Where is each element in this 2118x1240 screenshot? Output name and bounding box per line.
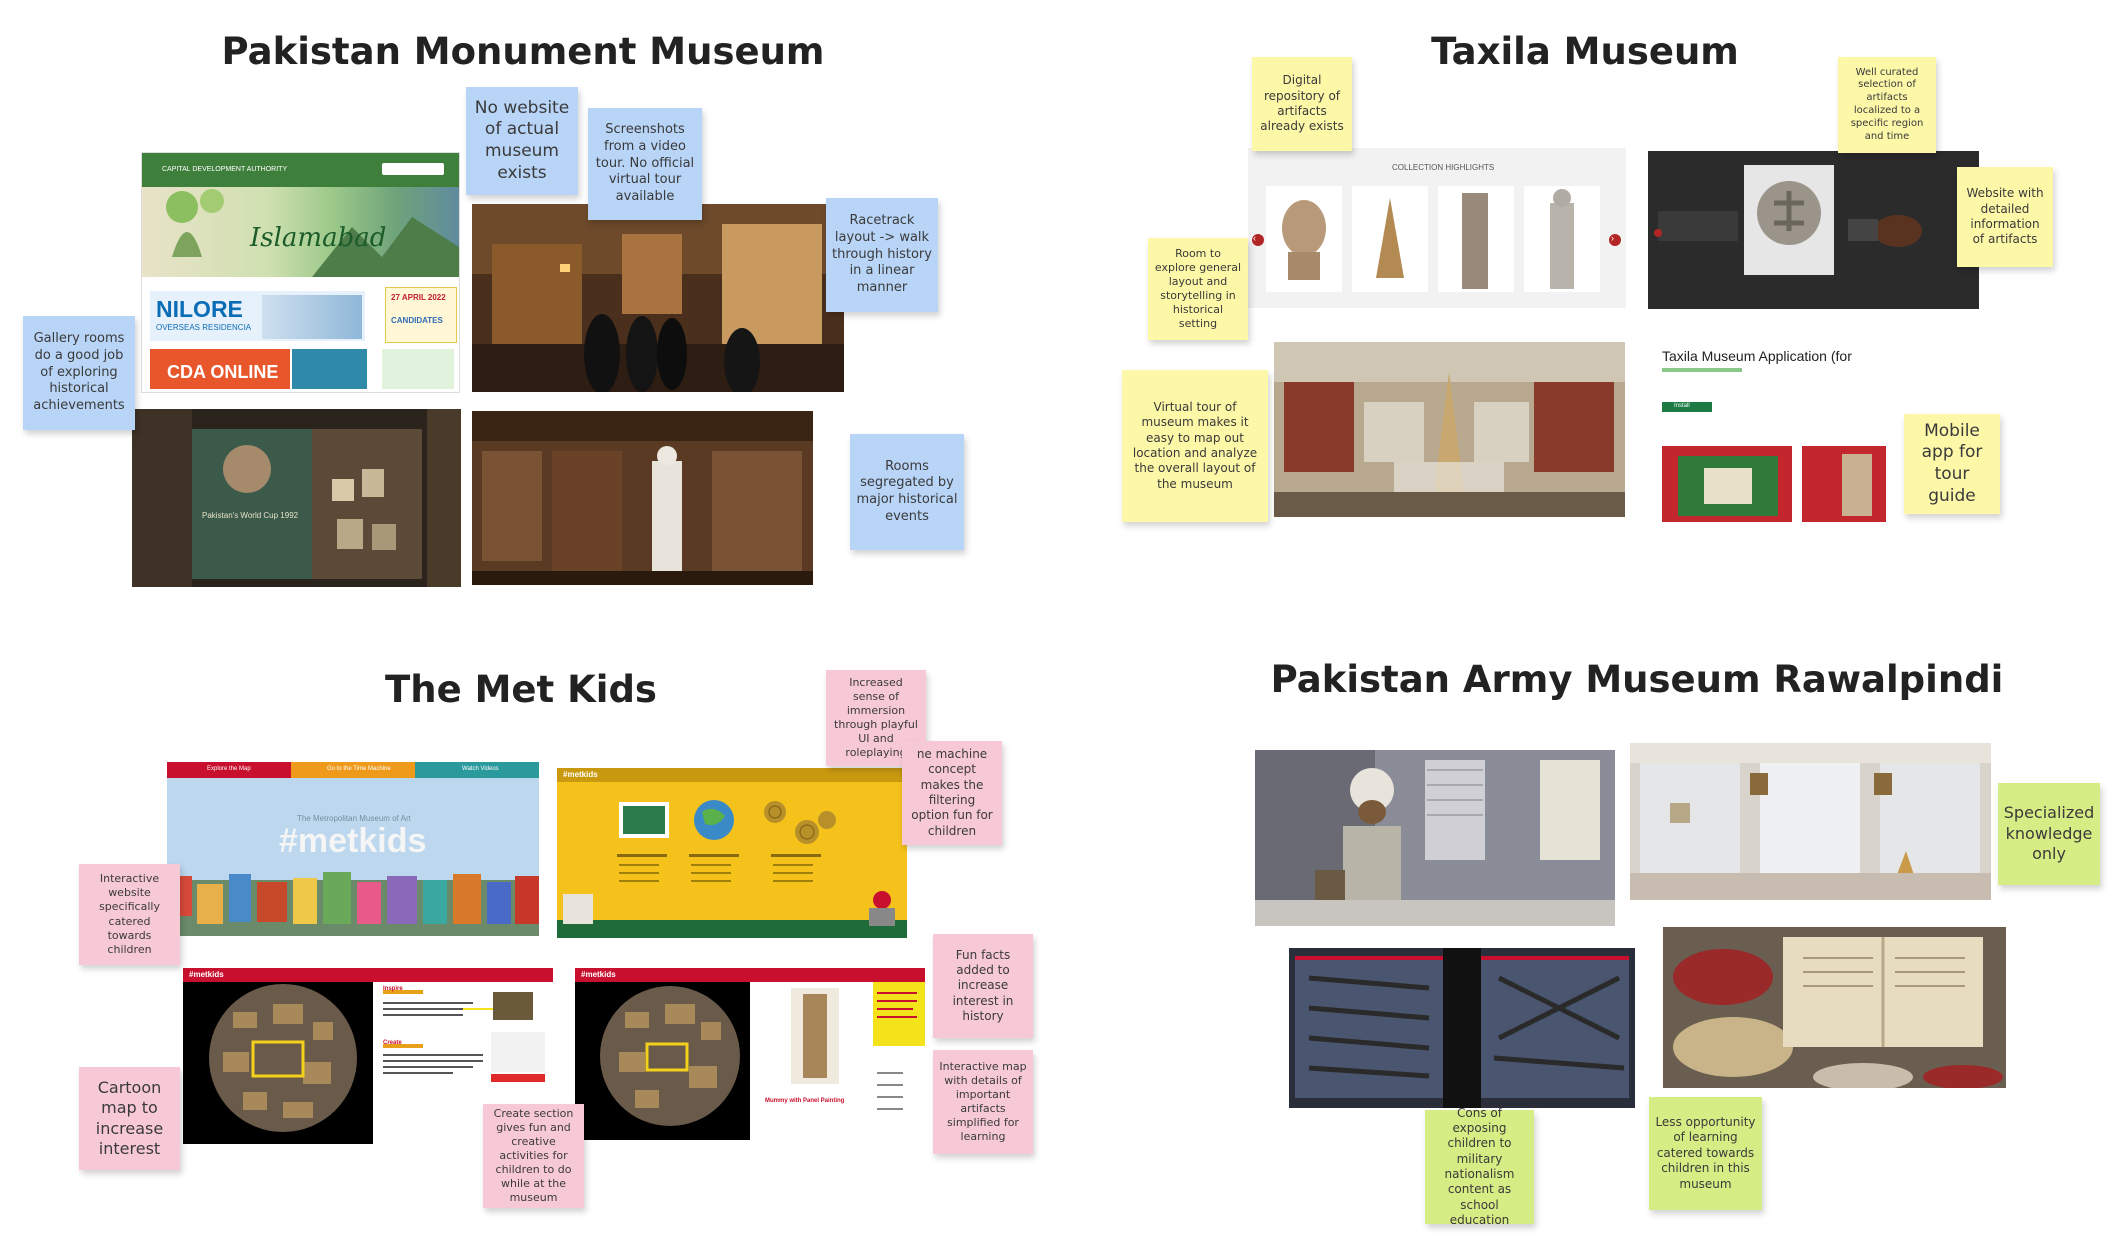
note-create-section: Create section gives fun and creative ac…: [483, 1104, 584, 1208]
metkids-nav-videos[interactable]: Watch Videos: [462, 766, 499, 772]
metkids-nav-map[interactable]: Explore the Map: [207, 766, 251, 772]
army-gallery-photo: [1630, 743, 1991, 900]
army-weapons-photo: [1289, 948, 1635, 1108]
metkids-subtitle: The Metropolitan Museum of Art: [297, 814, 411, 823]
install-button-label[interactable]: Install: [1674, 403, 1690, 409]
artifact-detail-website: [1648, 151, 1979, 309]
cda-online-text: CDA ONLINE: [167, 362, 279, 382]
nilore-text: NILORE: [156, 296, 243, 322]
note-well-curated: Well curated selection of artifacts loca…: [1838, 57, 1936, 153]
world-cup-caption: Pakistan's World Cup 1992: [202, 511, 299, 520]
mummy-caption: Mummy with Panel Painting: [765, 1098, 845, 1104]
overseas-residencia-text: OVERSEAS RESIDENCIA: [156, 323, 252, 332]
section-title-army-museum: Pakistan Army Museum Rawalpindi: [1270, 658, 2004, 701]
metkids-logo: #metkids: [279, 822, 427, 860]
islamabad-script-text: Islamabad: [250, 223, 387, 253]
cda-header-text: CAPITAL DEVELOPMENT AUTHORITY: [162, 166, 288, 173]
note-racetrack-layout: Racetrack layout -> walk through history…: [826, 198, 938, 312]
note-fun-facts: Fun facts added to increase interest in …: [933, 934, 1033, 1038]
inspire-heading: Inspire: [383, 986, 403, 992]
note-no-website: No website of actual museum exists: [466, 87, 578, 195]
arrow-left-icon[interactable]: ‹: [1253, 233, 1256, 243]
note-room-explore: Room to explore general layout and story…: [1148, 238, 1248, 340]
taxila-app-title: Taxila Museum Application (for: [1662, 348, 1852, 364]
date-banner-text: 27 APRIL 2022: [391, 293, 446, 302]
section-title-met-kids: The Met Kids: [385, 668, 657, 711]
note-cartoon-map: Cartoon map to increase interest: [79, 1067, 180, 1170]
arrow-right-icon[interactable]: ›: [1611, 233, 1614, 243]
section-title-taxila-museum: Taxila Museum: [1431, 30, 1739, 73]
metkids-interactive-map: #metkids Mummy with Panel Painting: [575, 968, 925, 1140]
note-screenshots-video-tour: Screenshots from a video tour. No offici…: [588, 108, 702, 220]
note-virtual-tour: Virtual tour of museum makes it easy to …: [1122, 370, 1268, 522]
note-mobile-app: Mobile app for tour guide: [1904, 414, 2000, 514]
army-artifacts-photo: [1663, 927, 2006, 1088]
map-header-logo: #metkids: [189, 970, 224, 979]
taxila-app-listing: Taxila Museum Application (for Install: [1656, 344, 1890, 524]
gallery-room-photo: Pakistan's World Cup 1992: [132, 409, 461, 587]
imap-header-logo: #metkids: [581, 970, 616, 979]
army-soldier-photo: [1255, 750, 1615, 926]
time-machine-logo: #metkids: [563, 770, 598, 779]
note-interactive-map: Interactive map with details of importan…: [933, 1050, 1033, 1154]
note-website-detail: Website with detailed information of art…: [1957, 167, 2053, 267]
candidates-text: CANDIDATES: [391, 316, 443, 325]
collection-highlights-screenshot: COLLECTION HIGHLIGHTS ‹ ›: [1248, 148, 1626, 308]
cda-website-screenshot: CAPITAL DEVELOPMENT AUTHORITY Islamabad …: [141, 152, 460, 393]
statue-room-photo: [472, 411, 813, 585]
virtual-tour-panorama: [1274, 342, 1625, 517]
collection-highlights-heading: COLLECTION HIGHLIGHTS: [1392, 163, 1495, 172]
section-title-pakistan-monument-museum: Pakistan Monument Museum: [221, 30, 825, 73]
note-gallery-rooms: Gallery rooms do a good job of exploring…: [23, 316, 135, 430]
create-heading: Create: [383, 1040, 402, 1046]
note-interactive-website: Interactive website specifically catered…: [79, 864, 180, 965]
note-less-opportunity: Less opportunity of learning catered tow…: [1649, 1097, 1762, 1210]
note-time-machine-concept: ne machine concept makes the filtering o…: [902, 741, 1002, 845]
note-increased-immersion: Increased sense of immersion through pla…: [826, 670, 926, 766]
note-specialized-knowledge: Specialized knowledge only: [1998, 783, 2100, 885]
metkids-homepage: Explore the Map Go to the Time Machine W…: [167, 762, 539, 936]
note-cons-military: Cons of exposing children to military na…: [1425, 1106, 1534, 1227]
note-digital-repository: Digital repository of artifacts already …: [1252, 57, 1352, 151]
metkids-time-machine: #metkids: [557, 768, 907, 938]
hall-tour-photo: [472, 204, 844, 392]
metkids-nav-time-machine[interactable]: Go to the Time Machine: [327, 766, 391, 772]
metkids-cartoon-map-create: #metkids Inspire Create: [183, 968, 553, 1144]
note-rooms-segregated: Rooms segregated by major historical eve…: [850, 434, 964, 550]
